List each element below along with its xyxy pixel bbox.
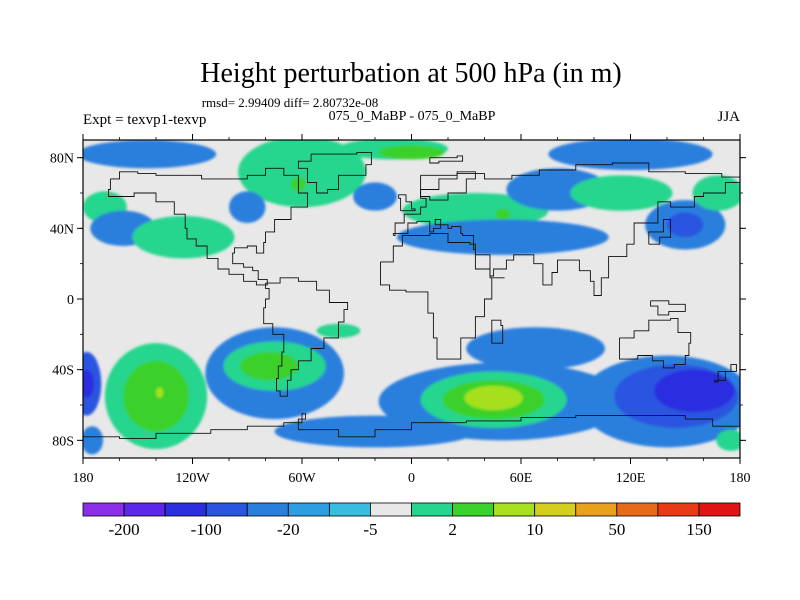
- chart-subtitle: rmsd= 2.99409 diff= 2.80732e-08: [202, 95, 379, 110]
- colorbar-swatch-11: [534, 502, 577, 517]
- colorbar-swatch-6: [328, 502, 371, 517]
- contour-region-29: [378, 145, 445, 160]
- y-tick-label-3: 40S: [52, 364, 74, 379]
- contour-region-32: [396, 219, 609, 255]
- coastline-north-america: [108, 167, 308, 286]
- y-tick-label-1: 40N: [50, 222, 74, 237]
- coastline-new-guinea: [650, 300, 686, 316]
- colorbar-swatch-8: [411, 502, 453, 517]
- contour-region-23: [132, 215, 235, 259]
- contour-region-5: [156, 387, 164, 398]
- contour-region-19: [716, 429, 740, 451]
- colorbar-label-3: -5: [363, 520, 377, 539]
- colorbar-swatch-5: [287, 502, 330, 517]
- x-tick-label-0: 180: [73, 471, 94, 486]
- coastline-new-zealand: [714, 363, 737, 383]
- contour-region-2: [83, 426, 104, 455]
- contour-region-18: [654, 369, 735, 413]
- center-label: 075_0_MaBP - 075_0_MaBP: [329, 109, 496, 124]
- coastline-uk: [398, 194, 416, 212]
- contour-region-35: [570, 175, 673, 211]
- colorbar-swatch-2: [164, 502, 207, 517]
- colorbar-swatch-14: [657, 502, 700, 517]
- x-tick-label-6: 180: [730, 471, 751, 486]
- colorbar-label-5: 10: [526, 520, 543, 539]
- x-tick-label-3: 0: [408, 471, 415, 486]
- contour-region-27: [353, 182, 397, 211]
- contour-region-37: [667, 212, 704, 238]
- y-tick-label-4: 80S: [52, 434, 74, 449]
- x-tick-label-2: 60W: [288, 471, 316, 486]
- colorbar-swatch-12: [575, 502, 618, 517]
- contour-region-1: [83, 369, 94, 398]
- contour-region-26: [229, 191, 266, 224]
- contour-region-14: [464, 385, 523, 411]
- colorbar-swatch-0: [82, 502, 125, 517]
- y-tick-label-0: 80N: [50, 152, 74, 167]
- plot-area: 180 120W 60W 0 60E 120E 180 80N 40N 0 40S 80S: [50, 134, 751, 486]
- contour-region-15: [466, 327, 605, 370]
- coastline-greenland: [297, 151, 372, 194]
- colorbar-label-2: -20: [277, 520, 300, 539]
- contour-region-8: [239, 352, 299, 381]
- colorbar-label-0: -200: [108, 520, 139, 539]
- contour-region-31: [495, 208, 511, 220]
- axis-ticks: 180 120W 60W 0 60E 120E 180 80N 40N 0 40S 80S: [50, 134, 751, 486]
- coastline-madagascar: [491, 319, 504, 344]
- coastline-europe-asia: [392, 162, 740, 296]
- colorbar: -200 -100 -20 -5 2 10 50 150: [82, 502, 741, 539]
- y-tick-label-2: 0: [67, 293, 74, 308]
- contour-region-24: [238, 140, 366, 208]
- coastline-scandinavia-arctic: [420, 171, 476, 201]
- coastline-south-america: [263, 277, 349, 397]
- colorbar-swatch-4: [246, 502, 289, 517]
- contour-region-20: [83, 140, 217, 169]
- left-label: Expt = texvp1-texvp: [83, 112, 206, 128]
- right-label: JJA: [717, 109, 740, 125]
- x-tick-label-1: 120W: [175, 471, 210, 486]
- colorbar-swatch-15: [698, 502, 741, 517]
- coastline-svalbard: [429, 155, 464, 164]
- coastlines: [83, 151, 740, 440]
- coastline-africa: [380, 233, 505, 360]
- colorbar-swatch-13: [616, 502, 659, 517]
- contour-region-4: [123, 360, 189, 432]
- contour-region-34: [548, 140, 713, 171]
- colorbar-swatch-1: [123, 502, 166, 517]
- colorbar-swatch-7: [370, 502, 412, 517]
- coastline-japan: [648, 219, 672, 245]
- coastline-australia: [619, 317, 692, 369]
- x-tick-label-5: 120E: [616, 471, 646, 486]
- colorbar-swatch-9: [452, 502, 495, 517]
- colorbar-label-6: 50: [608, 520, 625, 539]
- colorbar-label-4: 2: [448, 520, 457, 539]
- contour-regions: [83, 140, 740, 455]
- chart-title: Height perturbation at 500 hPa (in m): [200, 58, 621, 89]
- x-tick-label-4: 60E: [510, 471, 533, 486]
- colorbar-label-7: 150: [686, 520, 712, 539]
- colorbar-swatch-10: [493, 502, 536, 517]
- coastline-antarctica: [83, 413, 740, 440]
- colorbar-label-1: -100: [191, 520, 222, 539]
- colorbar-swatch-3: [205, 502, 248, 517]
